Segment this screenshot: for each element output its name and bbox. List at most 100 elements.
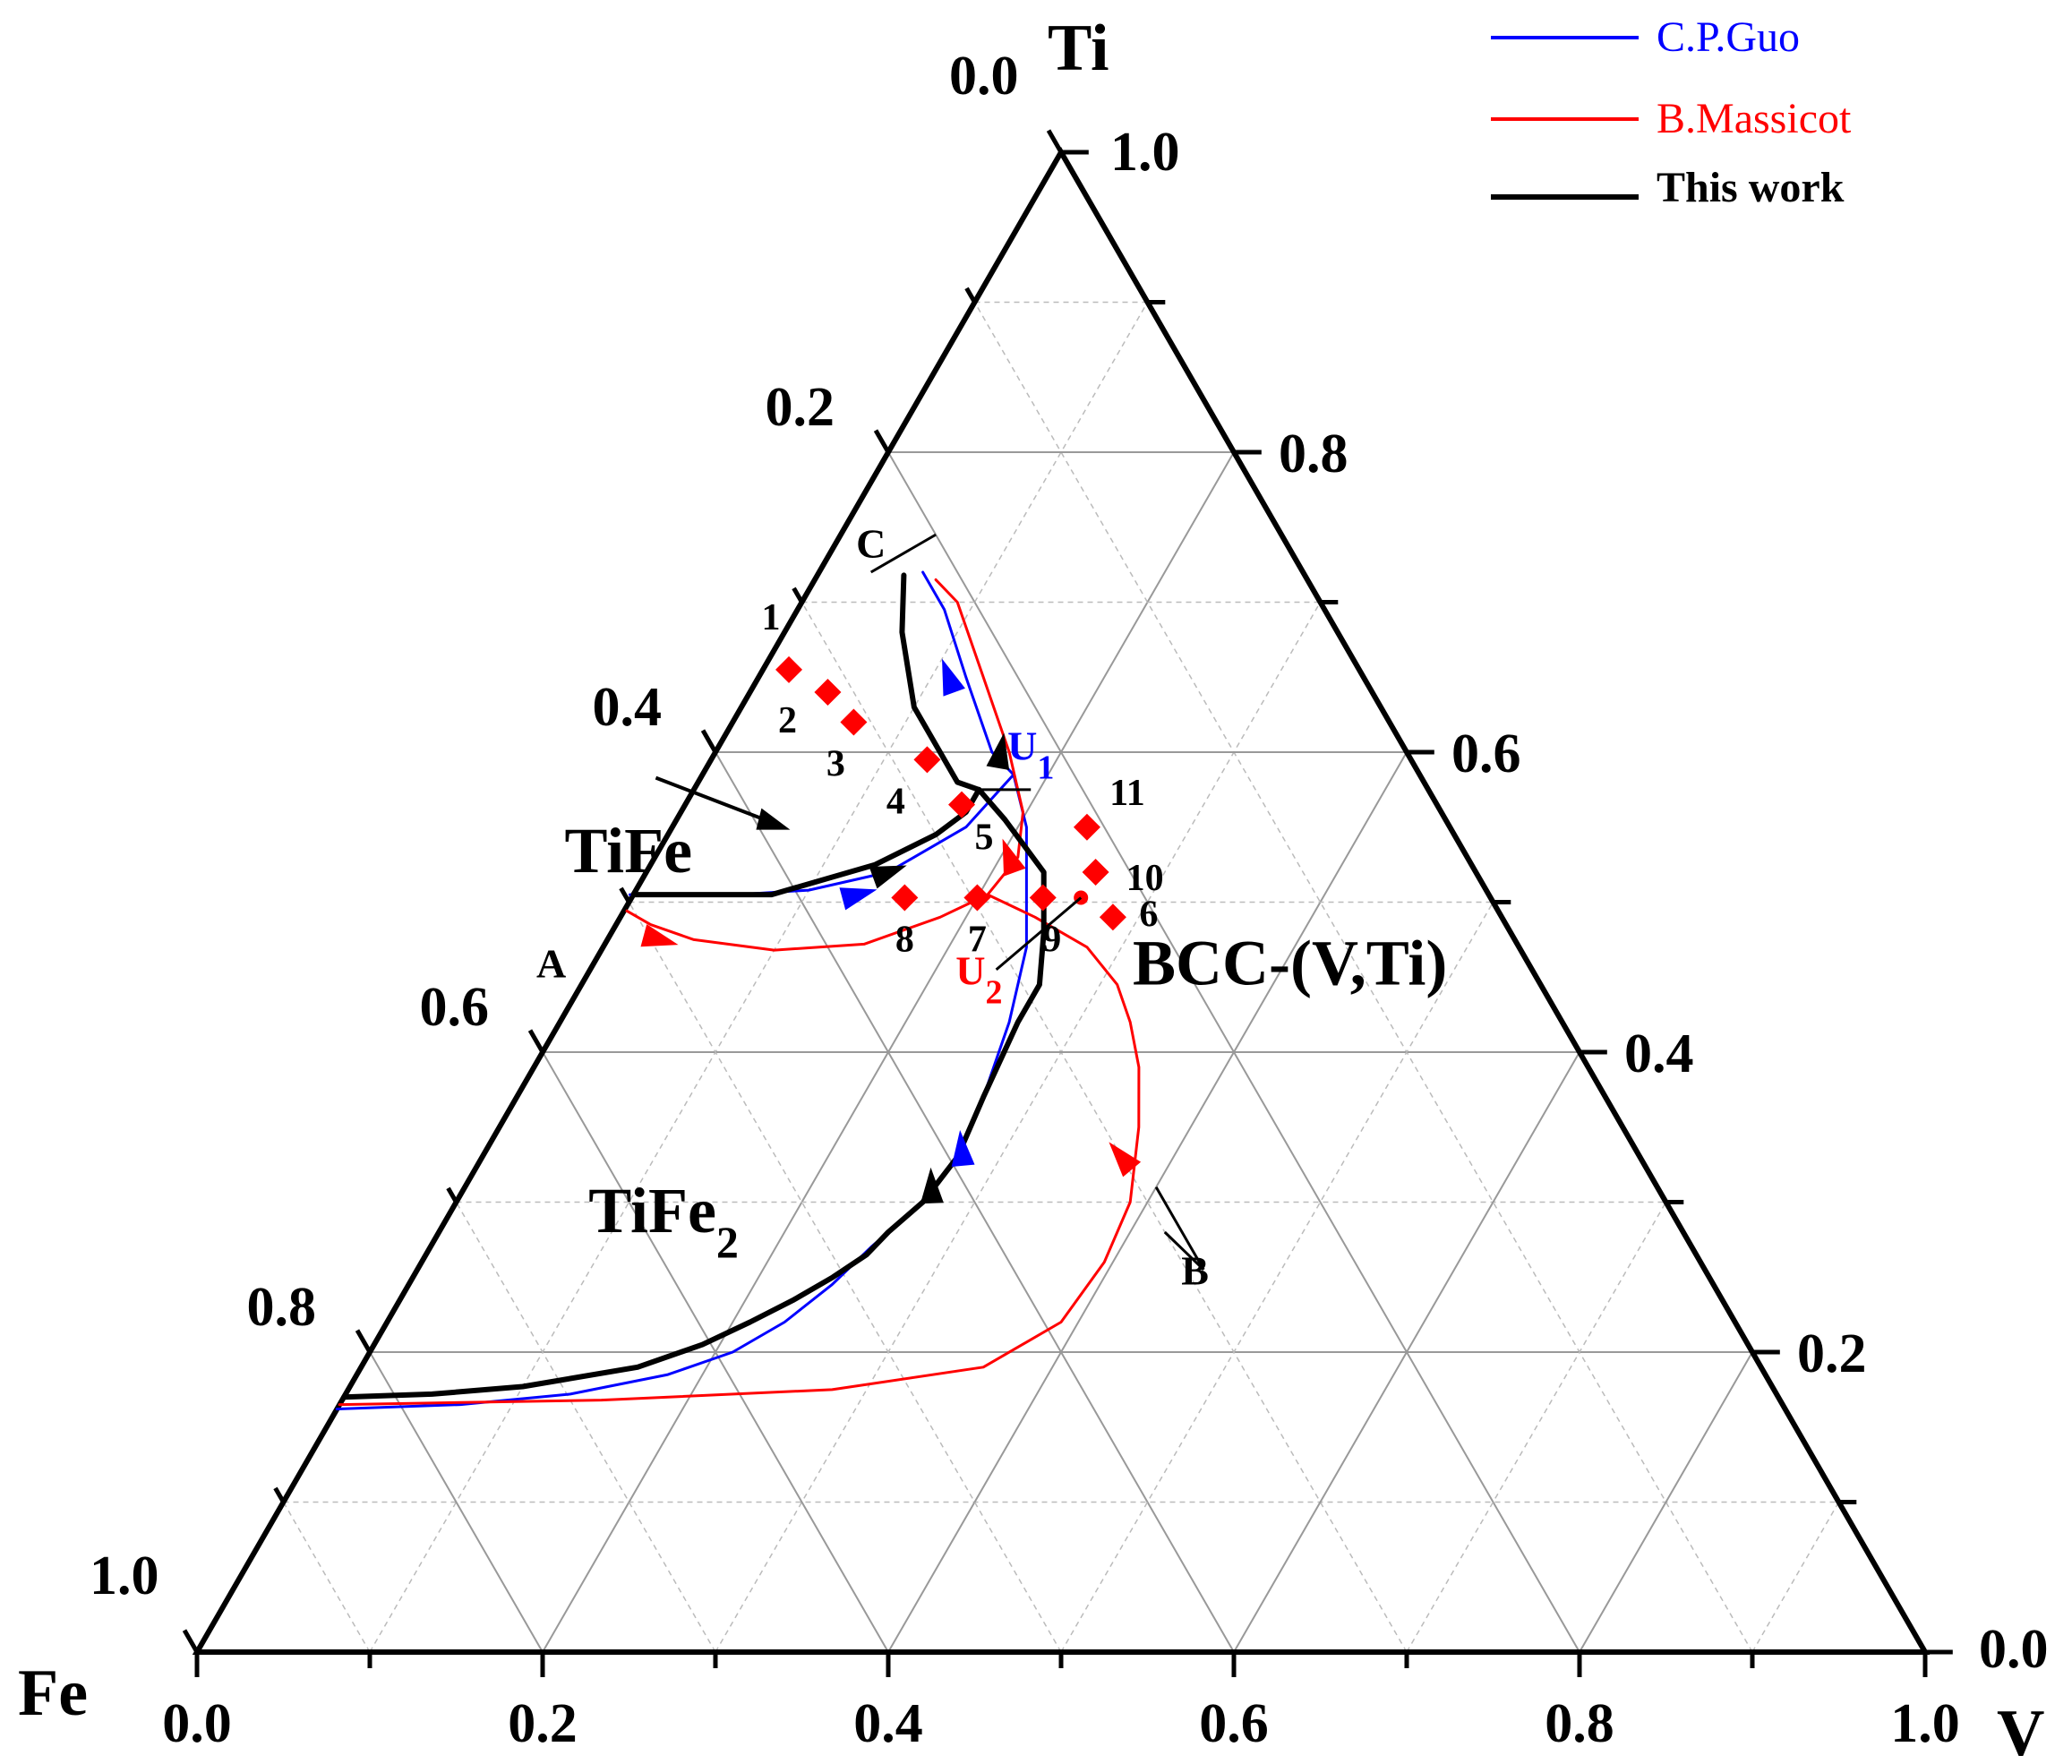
bottom-tick-label: 1.0 [1890,1693,1960,1754]
top-axis-end-label: 1.0 [1110,122,1180,183]
leader-line [1154,1186,1205,1271]
curve-massicot [934,578,1024,896]
data-point-marker [1029,884,1057,912]
arrow-this-work [869,865,907,889]
point-label: C [856,520,886,566]
legend-label-this-work: This work [1657,164,1845,211]
right-tick-label: 0.6 [1451,724,1521,784]
annotation-labels: 0.0 0.2 0.4 0.6 0.8 1.0 0.2 0.4 0.6 0.8 0.2 0.4 0.6 0… [162,377,1960,1754]
arrow-this-work-head [869,865,907,889]
left-tick [527,1029,545,1054]
bottom-tick-label: 0.2 [508,1693,578,1754]
tife-pointer-line [655,775,774,825]
left-axis-label: Fe [18,1657,88,1730]
left-tick [355,1329,372,1354]
bottom-tick-label: 0.4 [853,1693,923,1754]
region-label: BCC-(V,Ti) [1133,928,1447,999]
ternary-frame [192,146,1931,1655]
point-label: A [536,940,566,986]
data-point-label: 4 [886,781,905,822]
left-tick-label: 0.8 [247,1277,317,1338]
experimental-points [775,655,1126,931]
arrow-this-work-head [986,732,1010,770]
data-point-marker [1073,813,1100,841]
region-label: TiFe [564,815,692,886]
arrow-guo [951,1129,975,1167]
left-tick [1046,129,1064,154]
right-bottom-corner-label: 0.0 [1979,1619,2049,1680]
data-point-marker [1099,903,1126,931]
right-tick-label: 0.4 [1624,1023,1694,1084]
left-tick [619,886,631,903]
grid-line-fe [973,302,1753,1653]
point-label: U2 [955,948,1002,1012]
grid-line-v [1406,1202,1667,1653]
leader-line [602,894,635,948]
data-point-label: 9 [1042,919,1061,960]
data-point-marker [963,884,991,912]
grid-line-fe [628,902,1062,1653]
arrow-guo [839,887,878,911]
tick-marks [182,129,1953,1677]
grid-line-v [1060,902,1494,1653]
data-point-marker [1082,859,1109,886]
bottom-tick-label: 0.6 [1199,1693,1269,1754]
bottom-tick-label: 0.0 [162,1693,232,1754]
top-axis-label: Ti [1048,12,1109,85]
bottom-axis-label: V [1997,1697,2044,1764]
left-tick-label: 0.6 [420,977,490,1038]
data-point-label: 3 [826,744,845,785]
data-point-label: 11 [1109,773,1145,814]
legend: C.P.Guo B.Massicot This work [1491,13,1852,211]
grid-line-v [1233,1051,1580,1653]
curve-this-work [899,572,982,792]
arrow-this-work-head [920,1167,944,1204]
tife-pointer-head [756,808,791,830]
data-point-marker [913,746,941,774]
arrow-guo-head [839,887,878,911]
arrow-massicot [1002,838,1026,877]
arrow-massicot-head [1109,1142,1142,1177]
data-point-marker [840,708,868,736]
legend-label-guo: C.P.Guo [1657,13,1800,61]
left-tick [964,287,977,304]
right-tick-label: 0.2 [1797,1323,1867,1384]
left-tick [873,429,891,454]
grid-line-v [1579,1351,1753,1653]
arrow-guo [942,658,965,697]
grid-line-v [1751,1502,1840,1653]
grid-line-fe [455,1202,716,1653]
data-point-label: 5 [975,818,994,859]
grid-line-fe [369,1351,544,1653]
data-point-marker [948,791,976,818]
grid-line-fe [282,1502,371,1653]
left-tick-label: 0.4 [593,677,663,738]
left-tick [182,1629,200,1654]
grid-line-v [715,602,1322,1653]
bottom-tick-label: 0.8 [1545,1693,1614,1754]
arrow-massicot-head [640,924,679,947]
grid-line-v [369,302,1149,1653]
curve-this-work [341,786,1047,1400]
grid-line-fe [801,602,1408,1653]
triangle-outline [192,146,1931,1655]
region-label: TiFe2 [588,1175,739,1267]
left-tick [700,729,718,754]
data-point-marker [814,679,842,706]
data-point-label: 7 [968,919,987,960]
arrow-massicot [1109,1142,1142,1177]
arrow-guo-head [951,1129,975,1167]
arrow-massicot [640,924,679,947]
data-point-label: 2 [778,700,797,741]
grid-lines [282,301,1840,1653]
arrow-this-work [920,1167,944,1204]
left-axis-end-label: 1.0 [90,1546,159,1606]
leader-line [995,896,1083,972]
arrow-massicot-head [1002,838,1026,877]
left-tick [446,1186,458,1203]
data-point-label: 6 [1139,894,1158,935]
left-tick [273,1486,286,1503]
arrow-guo-head [942,658,965,697]
curve-massicot [623,893,989,952]
